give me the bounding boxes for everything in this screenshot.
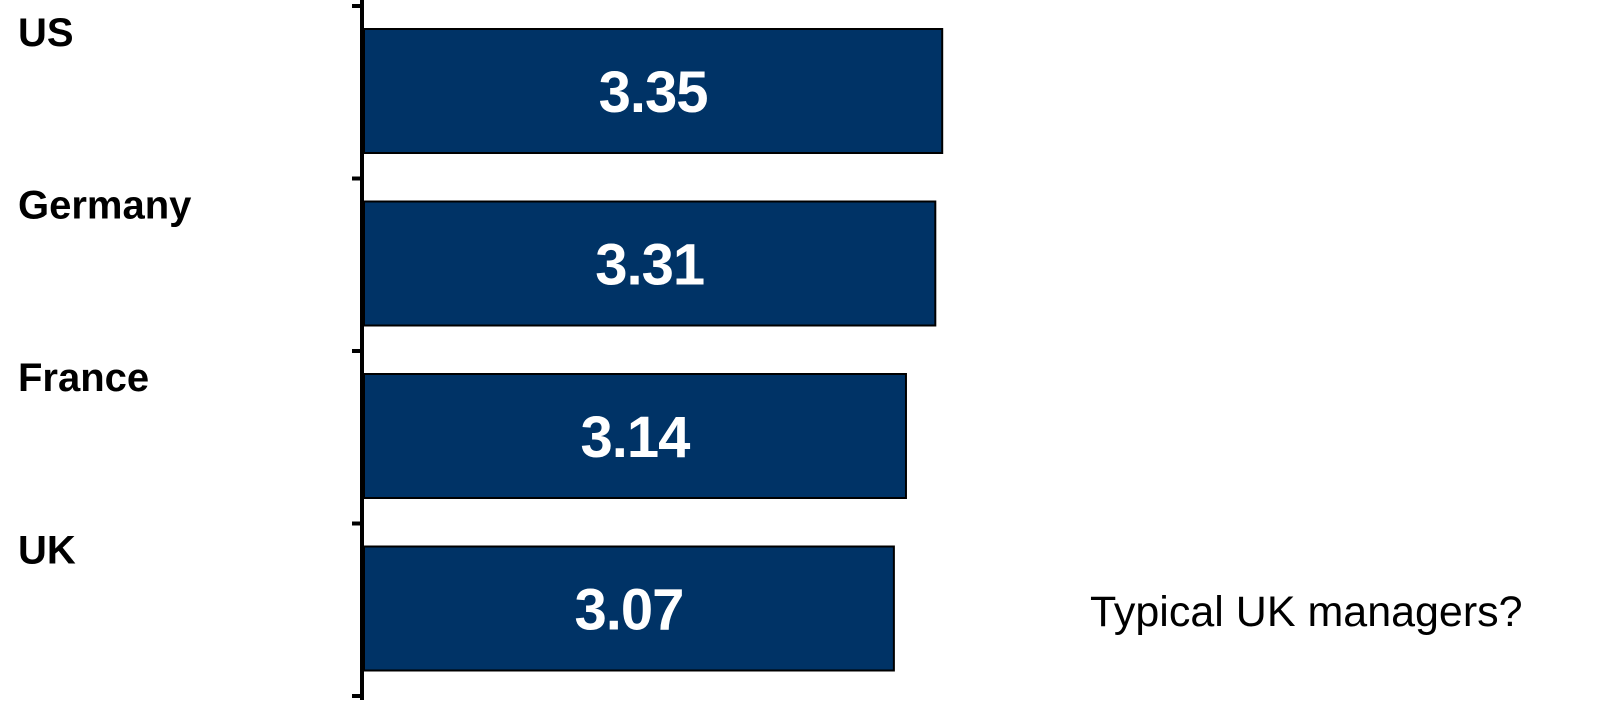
category-label-uk: UK (18, 529, 76, 573)
bar-france (363, 373, 907, 499)
bar-germany (363, 200, 937, 327)
bars (363, 28, 944, 672)
bar-value-label: 3.31 (595, 233, 704, 298)
y-axis (352, 0, 364, 700)
category-label-us: US (18, 11, 74, 55)
bar-uk (363, 545, 895, 672)
bar-us (363, 28, 944, 154)
bar-value-label: 3.07 (574, 578, 683, 643)
bar-value-label: 3.14 (581, 405, 691, 470)
labels: 3.35 US 3.31 Germany 3.14 France 3.07 UK (18, 11, 709, 643)
bar-value-label: 3.35 (599, 60, 708, 125)
annotation-text: Typical UK managers? (1090, 588, 1523, 636)
category-label-germany: Germany (18, 184, 192, 228)
category-label-france: France (18, 356, 149, 400)
